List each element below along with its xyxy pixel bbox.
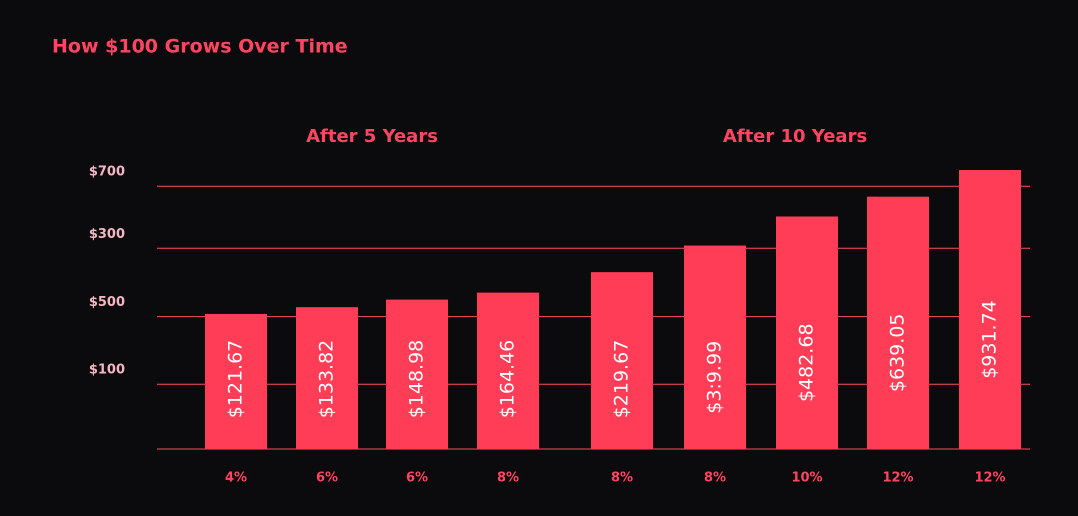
bar (386, 299, 448, 449)
x-tick-label: 8% (611, 471, 633, 486)
value-label: $219.67 (611, 340, 633, 419)
group-label: After 10 Years (723, 126, 867, 147)
value-label: $133.82 (316, 340, 338, 419)
value-label: $482.68 (796, 323, 818, 402)
bar (684, 245, 746, 449)
x-tick-label: 8% (497, 471, 519, 486)
y-tick-label: $100 (89, 363, 125, 378)
x-tick-label: 6% (406, 471, 428, 486)
x-tick-label: 4% (225, 471, 247, 486)
x-tick-label: 6% (316, 471, 338, 486)
bar (296, 307, 358, 449)
bar (959, 169, 1021, 449)
value-label: $164.46 (497, 340, 519, 419)
x-tick-label: 10% (791, 471, 822, 486)
y-tick-label: $700 (89, 165, 125, 180)
y-tick-label: $500 (89, 295, 125, 310)
value-label: $148.98 (406, 340, 428, 419)
bar (477, 292, 539, 449)
x-tick-label: 12% (882, 471, 913, 486)
bar (591, 272, 653, 449)
value-label: $3:9.99 (704, 341, 726, 414)
bar (867, 196, 929, 449)
value-label: $121.67 (225, 340, 247, 419)
bar (776, 216, 838, 449)
value-label: $639.05 (887, 314, 909, 393)
chart-title: How $100 Grows Over Time (52, 36, 348, 58)
x-tick-label: 12% (974, 471, 1005, 486)
x-tick-label: 8% (704, 471, 726, 486)
value-label: $931.74 (979, 300, 1001, 379)
bar (205, 313, 267, 449)
y-tick-label: $300 (89, 227, 125, 242)
group-label: After 5 Years (306, 126, 438, 147)
